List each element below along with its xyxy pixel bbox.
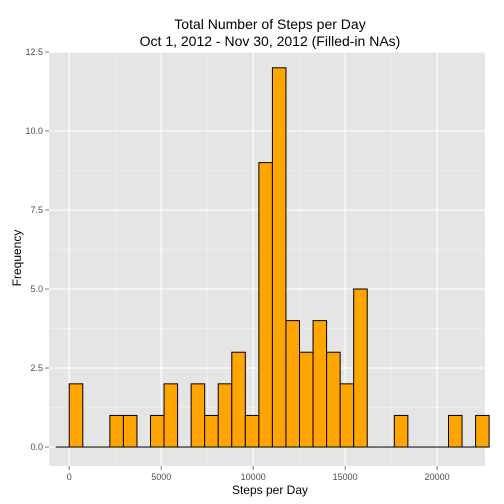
histogram-bar [231, 351, 246, 448]
histogram-bar [393, 414, 409, 448]
x-tick-label: 0 [67, 472, 72, 482]
histogram-bar [258, 162, 273, 448]
histogram-bar [339, 383, 355, 448]
histogram-bar [150, 414, 165, 448]
histogram-bar [244, 414, 260, 448]
histogram-bar [285, 320, 301, 448]
histogram-bar [299, 351, 314, 448]
y-tick-label: 2.5 [30, 363, 43, 373]
x-tick-label: 15000 [333, 472, 358, 482]
chart-subtitle: Oct 1, 2012 - Nov 30, 2012 (Filled-in NA… [140, 33, 401, 49]
histogram-bar [353, 288, 368, 448]
x-axis-title: Steps per Day [232, 483, 308, 497]
histogram-bar [271, 67, 287, 448]
histogram-bar [447, 414, 463, 448]
histogram-bar [190, 383, 206, 448]
x-axis-ticks: 0 5000 10000 15000 20000 [67, 466, 450, 482]
chart-title: Total Number of Steps per Day [174, 16, 365, 32]
histogram-bar [326, 351, 341, 448]
histogram-bar [68, 383, 84, 448]
histogram-bar [475, 414, 490, 448]
y-tick-label: 5.0 [30, 284, 43, 294]
x-tick-label: 5000 [151, 472, 171, 482]
y-tick-label: 12.5 [25, 47, 43, 57]
histogram-bar [109, 414, 124, 448]
y-tick-label: 0.0 [30, 442, 43, 452]
histogram-bar [122, 414, 138, 448]
y-axis-ticks: 0.0 2.5 5.0 7.5 10.0 12.5 [25, 47, 49, 452]
x-tick-label: 10000 [241, 472, 266, 482]
y-tick-label: 10.0 [25, 126, 43, 136]
y-axis-title: Frequency [10, 230, 24, 287]
histogram-bar [312, 320, 328, 448]
histogram-bar [204, 414, 219, 448]
histogram-bar [217, 383, 233, 448]
y-tick-label: 7.5 [30, 205, 43, 215]
histogram-bar [163, 383, 179, 448]
histogram-bars [55, 67, 490, 448]
x-tick-label: 20000 [425, 472, 450, 482]
